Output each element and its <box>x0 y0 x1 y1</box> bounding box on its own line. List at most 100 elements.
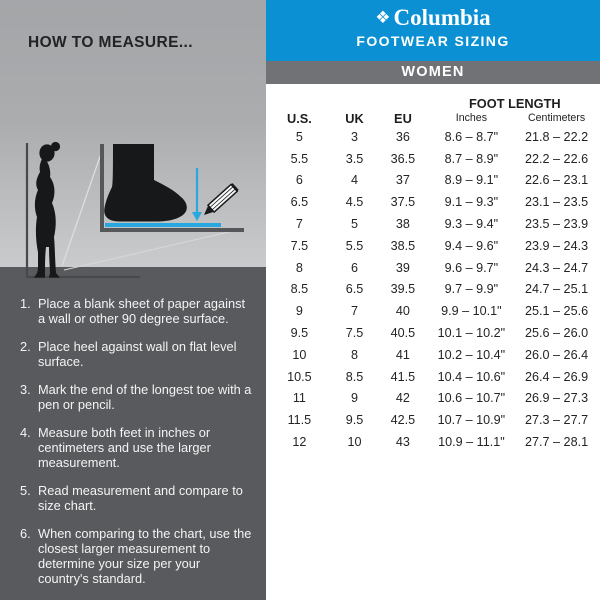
table-cell: 27.3 – 27.7 <box>525 413 589 428</box>
col-header-us: U.S. <box>286 111 312 126</box>
page-title: HOW TO MEASURE... <box>28 34 193 51</box>
table-cell: 10.2 – 10.4" <box>437 347 506 362</box>
step-number: 3. <box>20 382 31 398</box>
table-row: 7.5 5.5 38.5 9.4 – 9.6" 23.9 – 24.3 <box>266 235 600 257</box>
table-cell: 22.6 – 23.1 <box>525 173 589 188</box>
table-cell: 39.5 <box>390 282 416 297</box>
table-cell: 5.5 <box>290 151 309 166</box>
table-row: 8 6 39 9.6 – 9.7" 24.3 – 24.7 <box>266 257 600 279</box>
table-cell: 25.1 – 25.6 <box>525 304 589 319</box>
table-cell: 9 <box>295 304 303 319</box>
magnifier-line-bottom <box>63 228 243 271</box>
step-number: 5. <box>20 483 31 499</box>
table-cell: 8.9 – 9.1" <box>444 173 499 188</box>
step-text: Mark the end of the longest toe with a p… <box>38 382 252 413</box>
columbia-gem-icon: ❖ <box>375 8 391 28</box>
table-cell: 23.1 – 23.5 <box>525 195 589 210</box>
magnifier-line-top <box>61 147 104 267</box>
table-row: 12 10 43 10.9 – 11.1" 27.7 – 28.1 <box>266 431 600 453</box>
table-cell: 7.5 <box>345 326 364 341</box>
table-row: 9 7 40 9.9 – 10.1" 25.1 – 25.6 <box>266 300 600 322</box>
table-row: 11.5 9.5 42.5 10.7 – 10.9" 27.3 – 27.7 <box>266 409 600 431</box>
table-cell: 23.9 – 24.3 <box>525 238 589 253</box>
toe-mark-arrow <box>192 168 202 221</box>
table-cell: 5.5 <box>345 238 364 253</box>
table-cell: 3 <box>350 129 358 144</box>
instruction-step-2: 2. Place heel against wall on flat level … <box>20 339 256 370</box>
table-cell: 9.7 – 9.9" <box>444 282 499 297</box>
table-cell: 40 <box>395 304 410 319</box>
table-cell: 11 <box>292 391 306 406</box>
table-cell: 42 <box>395 391 410 406</box>
col-header-foot-length: FOOT LENGTH <box>468 96 561 111</box>
step-number: 6. <box>20 526 31 542</box>
table-cell: 7 <box>295 217 303 232</box>
table-cell: 8.6 – 8.7" <box>444 129 499 144</box>
table-cell: 10.6 – 10.7" <box>437 391 506 406</box>
table-cell: 11.5 <box>287 413 312 428</box>
table-cell: 41 <box>395 347 410 362</box>
step-text: When comparing to the chart, use the clo… <box>38 526 252 587</box>
table-cell: 8.7 – 8.9" <box>444 151 499 166</box>
step-text: Place heel against wall on flat level su… <box>38 339 237 370</box>
table-cell: 26.9 – 27.3 <box>525 391 589 406</box>
table-cell: 10.9 – 11.1" <box>438 435 505 450</box>
table-row: 6.5 4.5 37.5 9.1 – 9.3" 23.1 – 23.5 <box>266 191 600 213</box>
table-cell: 38 <box>395 217 410 232</box>
table-cell: 3.5 <box>345 151 364 166</box>
measure-illustration-section: HOW TO MEASURE... <box>0 0 266 279</box>
table-cell: 10.1 – 10.2" <box>437 326 506 341</box>
table-cell: 9 <box>350 391 358 406</box>
step-number: 4. <box>20 425 31 441</box>
table-row: 10 8 41 10.2 – 10.4" 26.0 – 26.4 <box>266 344 600 366</box>
instruction-step-3: 3. Mark the end of the longest toe with a… <box>20 382 256 413</box>
table-cell: 38.5 <box>390 238 416 253</box>
table-cell: 12 <box>292 435 307 450</box>
table-cell: 36.5 <box>390 151 416 166</box>
how-to-measure-panel: HOW TO MEASURE... <box>0 0 266 600</box>
subcol-header-centimeters: Centimeters <box>528 112 586 124</box>
step-text: Place a blank sheet of paper against a w… <box>38 296 246 327</box>
measurement-illustration <box>25 141 244 279</box>
table-row: 11 9 42 10.6 – 10.7" 26.9 – 27.3 <box>266 388 600 410</box>
table-cell: 9.4 – 9.6" <box>444 238 499 253</box>
table-cell: 8 <box>295 260 303 275</box>
table-header-row: U.S. UK EU FOOT LENGTH <box>266 95 600 126</box>
instructions-section: 1. Place a blank sheet of paper against a… <box>0 267 266 600</box>
table-cell: 4.5 <box>345 195 364 210</box>
instruction-step-1: 1. Place a blank sheet of paper against a… <box>20 296 256 327</box>
table-cell: 41.5 <box>390 369 416 384</box>
sizing-table: U.S. UK EU FOOT LENGTH Inches Centimeter… <box>266 95 600 453</box>
table-cell: 39 <box>395 260 410 275</box>
table-cell: 9.1 – 9.3" <box>444 195 499 210</box>
col-header-uk: UK <box>345 111 364 126</box>
table-cell: 10.7 – 10.9" <box>437 413 506 428</box>
step-text: Measure both feet in inches or centimete… <box>38 425 211 471</box>
table-cell: 9.6 – 9.7" <box>444 260 499 275</box>
table-cell: 26.0 – 26.4 <box>525 347 589 362</box>
table-row: 10.5 8.5 41.5 10.4 – 10.6" 26.4 – 26.9 <box>266 366 600 388</box>
table-row: 9.5 7.5 40.5 10.1 – 10.2" 25.6 – 26.0 <box>266 322 600 344</box>
table-cell: 10.5 <box>287 369 312 384</box>
pencil-icon <box>204 183 239 215</box>
table-cell: 40.5 <box>390 326 416 341</box>
table-cell: 22.2 – 22.6 <box>525 151 589 166</box>
instruction-step-4: 4. Measure both feet in inches or centime… <box>20 425 256 471</box>
table-cell: 27.7 – 28.1 <box>525 435 589 450</box>
table-cell: 8.5 <box>345 369 364 384</box>
table-cell: 8.5 <box>290 282 309 297</box>
table-row: 5.5 3.5 36.5 8.7 – 8.9" 22.2 – 22.6 <box>266 148 600 170</box>
table-row: 7 5 38 9.3 – 9.4" 23.5 – 23.9 <box>266 213 600 235</box>
table-row: 8.5 6.5 39.5 9.7 – 9.9" 24.7 – 25.1 <box>266 279 600 301</box>
table-cell: 23.5 – 23.9 <box>525 217 589 232</box>
table-cell: 9.3 – 9.4" <box>444 217 499 232</box>
brand-header: ❖ Columbia FOOTWEAR SIZING <box>266 0 600 61</box>
table-cell: 36 <box>395 129 410 144</box>
table-cell: 8 <box>350 347 358 362</box>
table-cell: 10 <box>347 435 362 450</box>
sizing-chart-panel: ❖ Columbia FOOTWEAR SIZING WOMEN U.S. UK … <box>266 0 600 600</box>
instruction-step-6: 6. When comparing to the chart, use the c… <box>20 526 256 587</box>
table-subheader-row: Inches Centimeters <box>266 111 600 126</box>
table-cell: 9.9 – 10.1" <box>441 304 502 319</box>
